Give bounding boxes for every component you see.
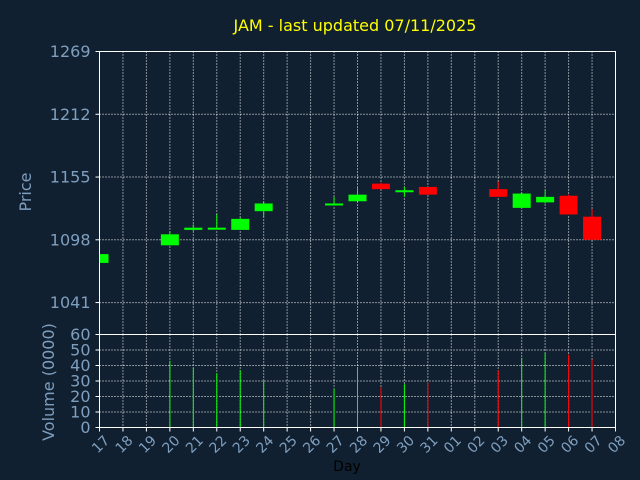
candle-body (583, 216, 602, 240)
volume-tick-label: 40 (70, 356, 90, 375)
x-axis-label: Day (333, 459, 361, 475)
candle-body (512, 193, 531, 208)
candle-body (371, 183, 390, 190)
candle-body (99, 254, 109, 263)
candle-body (160, 234, 179, 246)
price-tick-label: 1269 (50, 42, 91, 61)
candle-body (207, 227, 226, 230)
candle-body (489, 189, 508, 197)
price-axis-ticks: 1269 1212 1155 1098 1041 (50, 42, 100, 312)
price-axis-label: Price (16, 172, 35, 211)
candle-body (184, 227, 203, 230)
candle-body (254, 203, 273, 212)
price-candles (99, 181, 602, 263)
candle-body (418, 186, 437, 195)
candle-body (325, 203, 344, 206)
volume-tick-label: 60 (70, 325, 90, 344)
volume-axis-label: Volume (0000) (39, 323, 58, 441)
candle-body (348, 194, 367, 202)
volume-tick-label: 30 (70, 372, 90, 391)
candle-body (536, 196, 555, 203)
price-tick-label: 1212 (50, 105, 91, 124)
candle-body (559, 195, 578, 215)
candle-body (395, 190, 414, 193)
candle-body (231, 218, 250, 230)
volume-tick-label: 20 (70, 387, 90, 406)
volume-bars (169, 353, 593, 428)
price-tick-label: 1041 (50, 293, 91, 312)
chart-title: JAM - last updated 07/11/2025 (233, 16, 477, 35)
price-tick-label: 1155 (50, 168, 91, 187)
price-tick-label: 1098 (50, 230, 91, 249)
volume-tick-label: 0 (80, 418, 90, 437)
price-panel: 1269 1212 1155 1098 1041 Price (16, 42, 616, 335)
volume-tick-label: 10 (70, 403, 90, 422)
volume-tick-label: 50 (70, 341, 90, 360)
